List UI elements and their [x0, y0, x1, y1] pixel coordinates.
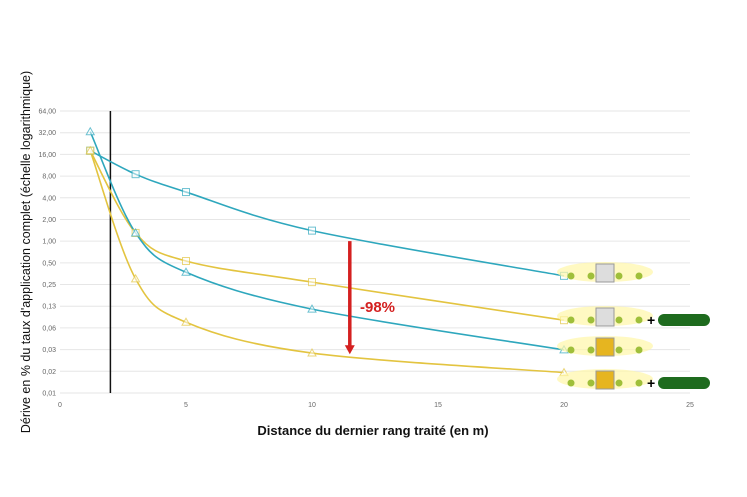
tunnel-sprayer-icon: + [557, 306, 710, 328]
x-axis-label: Distance du dernier rang traité (en m) [257, 423, 488, 438]
data-point [308, 278, 316, 287]
arrow-head [344, 345, 355, 355]
series-line [89, 150, 565, 321]
y-tick-label: 8,00 [42, 174, 56, 181]
y-tick-label: 0,02 [42, 369, 56, 376]
y-tick-label: 0,03 [42, 347, 56, 354]
data-point [181, 267, 191, 276]
y-tick-label: 2,00 [42, 217, 56, 224]
y-tick-label: 0,01 [42, 391, 56, 398]
y-tick-label: 0,13 [42, 304, 56, 311]
y-tick-label: 1,00 [42, 239, 56, 246]
y-tick-label: 0,50 [42, 260, 56, 267]
svg-text:+: + [647, 375, 655, 391]
y-tick-label: 32,00 [38, 130, 56, 137]
data-point [131, 170, 140, 179]
hedge-icon [658, 314, 710, 326]
data-point [307, 304, 317, 313]
x-tick-label: 20 [560, 402, 568, 409]
data-point [181, 317, 191, 326]
panel-sprayer-icon [557, 336, 653, 357]
data-point [130, 273, 141, 283]
data-point [182, 188, 190, 197]
x-tick-label: 15 [434, 402, 442, 409]
series-line [89, 150, 565, 374]
sprayer-icons: ++ [557, 262, 710, 391]
y-tick-label: 0,06 [42, 325, 56, 332]
x-tick-label: 25 [686, 402, 694, 409]
y-tick-label: 4,00 [42, 195, 56, 202]
y-tick-label: 64,00 [38, 109, 56, 116]
x-tick-label: 5 [184, 402, 188, 409]
data-point [85, 126, 96, 136]
y-tick-label: 0,25 [42, 282, 56, 289]
svg-text:+: + [647, 312, 655, 328]
data-point [308, 226, 316, 235]
hedge-icon [658, 377, 710, 389]
reduction-label: -98% [360, 299, 395, 316]
data-point [130, 227, 141, 237]
data-point [182, 257, 190, 266]
x-tick-label: 0 [58, 402, 62, 409]
y-tick-label: 16,00 [38, 152, 56, 159]
data-point [85, 145, 96, 155]
y-axis-label: Dérive en % du taux d'application comple… [19, 71, 33, 433]
x-tick-label: 10 [308, 402, 316, 409]
data-point [307, 348, 317, 357]
series-line [89, 131, 565, 351]
panel-sprayer-icon: + [557, 369, 710, 391]
tunnel-sprayer-icon [557, 262, 653, 283]
series-line [89, 149, 565, 277]
